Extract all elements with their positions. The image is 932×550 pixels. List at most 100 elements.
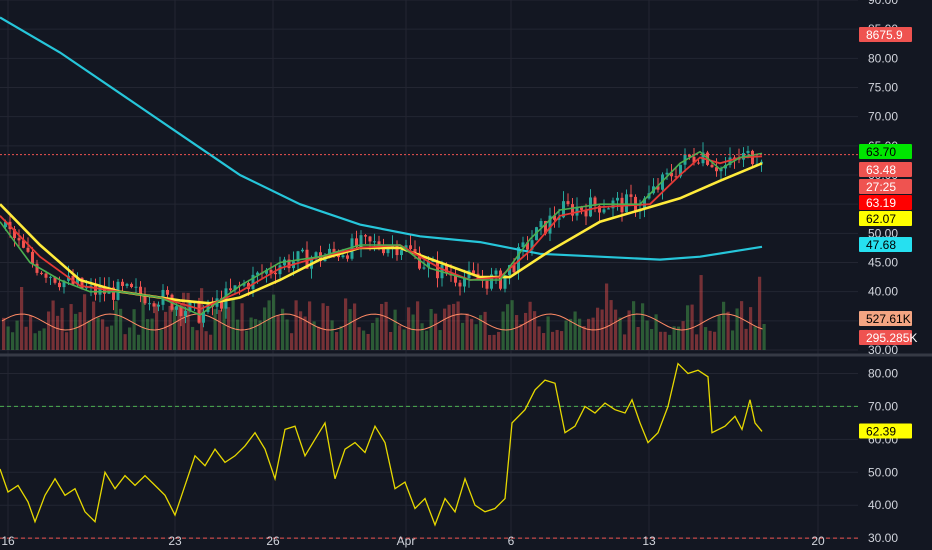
volume-bar (591, 317, 595, 350)
volume-bar (704, 327, 708, 350)
volume-bar (627, 310, 631, 350)
rsi-tick-label: 40.00 (868, 498, 898, 512)
ema-fast-line (0, 150, 763, 316)
volume-bar (56, 315, 60, 350)
volume-bar (654, 314, 658, 350)
candle-body (94, 285, 97, 295)
candle-body (130, 283, 133, 288)
value-badge (859, 211, 912, 226)
volume-bar (132, 309, 136, 350)
volume-bar (600, 309, 604, 350)
candle-body (220, 298, 223, 309)
time-tick-label: 16 (1, 534, 15, 548)
volume-bar (420, 323, 424, 350)
candle-body (233, 285, 237, 291)
candle-body (494, 270, 498, 275)
volume-bar (114, 301, 118, 350)
time-tick-label: 6 (508, 534, 515, 548)
volume-bar (357, 327, 361, 350)
volume-bar (677, 326, 681, 350)
volume-bar (425, 330, 429, 350)
candle-body (589, 197, 592, 217)
rsi-tick-label: 80.00 (868, 366, 898, 380)
candle-body (49, 276, 52, 278)
candle-body (184, 310, 187, 317)
volume-bar (461, 322, 465, 350)
value-badge-label: 527.61K (866, 312, 911, 326)
volume-bar (447, 304, 451, 350)
candle-body (521, 242, 525, 248)
candle-body (692, 156, 696, 163)
volume-bar (213, 309, 217, 350)
volume-bar (141, 294, 145, 350)
candle-body (256, 272, 259, 275)
candle-body (602, 209, 606, 213)
volume-bar (578, 318, 582, 350)
price-tick-label: 70.00 (868, 110, 898, 124)
candle-body (278, 265, 282, 275)
candle-body (143, 295, 147, 304)
volume-bar (371, 322, 375, 350)
volume-bar (353, 303, 357, 350)
candle-body (80, 277, 84, 289)
candle-body (526, 242, 529, 250)
value-badge-label: 295.285K (866, 331, 917, 345)
volume-bar (659, 331, 663, 350)
candle-body (269, 269, 273, 273)
volume-bar (641, 303, 645, 350)
volume-bar (65, 332, 69, 350)
candle-body (274, 272, 277, 275)
volume-bar (384, 301, 388, 350)
candle-body (364, 235, 367, 237)
candle-body (373, 241, 376, 243)
candle-body (458, 282, 462, 287)
candle-body (715, 167, 718, 172)
candle-body (710, 164, 714, 168)
candle-body (593, 197, 597, 206)
candle-body (98, 286, 102, 295)
rsi-value-badge (859, 423, 912, 439)
candle-body (35, 263, 39, 273)
volume-bar (182, 292, 186, 350)
candle-body (395, 244, 399, 256)
volume-bar (663, 331, 667, 350)
volume-bar (87, 320, 91, 350)
candle-body (346, 255, 349, 259)
time-axis[interactable]: 16 23 26 Apr 6 13 20 (1, 534, 825, 548)
volume-bar (650, 329, 654, 350)
candle-body (575, 206, 579, 216)
volume-bar (33, 333, 37, 350)
volume-bar (398, 325, 402, 350)
volume-bar (204, 331, 208, 350)
volume-bar (74, 313, 78, 350)
candle-body (341, 255, 345, 258)
volume-bar (537, 326, 541, 350)
rsi-tick-label: 50.00 (868, 465, 898, 479)
candle-body (287, 259, 291, 269)
volume-bar (200, 288, 204, 350)
volume-bar (416, 301, 420, 350)
volume-bar (524, 312, 528, 350)
price-tick-label: 40.00 (868, 285, 898, 299)
volume-bar (150, 318, 154, 350)
value-badge-label: 47.68 (866, 238, 896, 252)
volume-bar (249, 317, 253, 350)
candle-body (53, 276, 57, 283)
sma-long-line (0, 16, 763, 261)
volume-bar (582, 326, 586, 350)
volume-bar (429, 308, 433, 350)
candle-body (44, 273, 48, 278)
candle-body (166, 289, 169, 295)
rsi-tick-label: 30.00 (868, 531, 898, 545)
candle-body (422, 267, 426, 269)
value-badge (859, 237, 912, 252)
volume-bar (227, 307, 231, 350)
candle-body (737, 158, 741, 160)
candle-body (382, 248, 385, 254)
volume-bar (258, 320, 262, 350)
volume-bar (506, 304, 510, 350)
rsi-line (0, 362, 763, 527)
volume-bar (177, 305, 181, 350)
